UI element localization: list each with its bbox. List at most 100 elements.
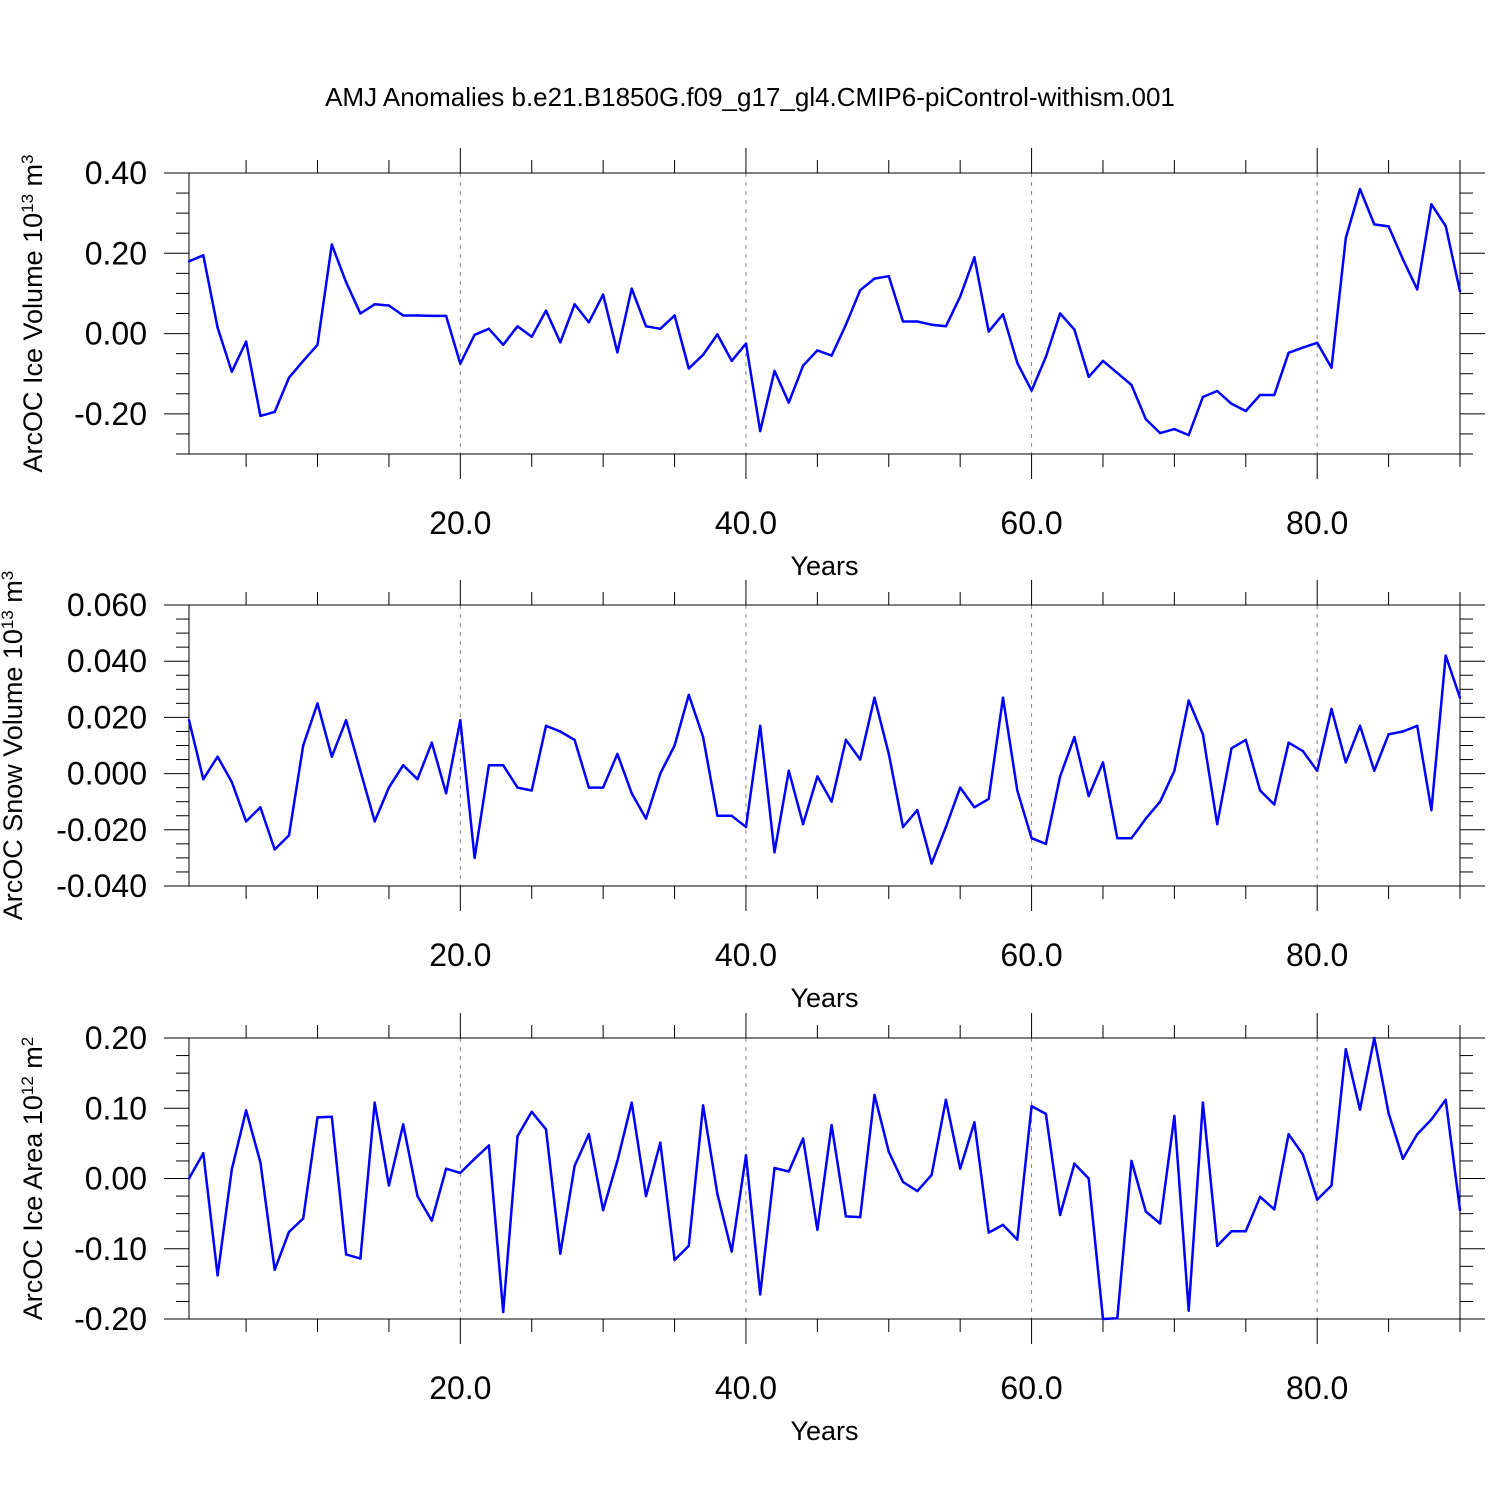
data-point (773, 369, 776, 373)
data-point (616, 752, 619, 756)
data-point (730, 814, 733, 817)
data-point (1287, 741, 1290, 744)
data-point (459, 362, 462, 365)
data-point (244, 340, 248, 343)
data-point (273, 848, 276, 851)
data-point (416, 314, 419, 317)
data-point (1344, 761, 1347, 764)
data-point (287, 834, 291, 837)
data-point (973, 806, 976, 809)
data-point (430, 1219, 433, 1222)
data-point (701, 1104, 705, 1107)
data-point (1315, 1198, 1319, 1201)
data-point (1230, 1229, 1233, 1233)
data-point (473, 333, 476, 336)
data-point (1001, 696, 1005, 699)
x-tick-label: 80.0 (1286, 1370, 1348, 1406)
data-point (544, 309, 548, 312)
x-tick-label: 40.0 (715, 505, 777, 541)
data-point (1073, 1162, 1076, 1165)
chart-panel-1: 20.0 40.0 60.0 80.0 -0.20 0.00 0.20 0.40 Years Ar… (18, 148, 1485, 581)
data-point (516, 786, 519, 789)
data-point (1087, 794, 1090, 798)
data-point (1415, 288, 1419, 291)
data-point (587, 1133, 591, 1136)
data-point (573, 303, 576, 306)
data-point (859, 1215, 862, 1219)
data-point (1016, 361, 1019, 365)
data-point (973, 256, 976, 259)
data-point (202, 254, 205, 257)
data-point (1216, 1244, 1219, 1248)
x-tick-label: 60.0 (1000, 937, 1062, 973)
data-point (1187, 433, 1190, 437)
data-point (1244, 738, 1247, 742)
series-line (187, 654, 1462, 865)
data-point (644, 817, 648, 820)
data-point (544, 1128, 548, 1131)
data-point (1344, 1048, 1347, 1051)
data-point (1216, 822, 1219, 826)
data-point (387, 304, 391, 307)
data-point (601, 1208, 605, 1212)
data-point (1301, 1153, 1305, 1156)
data-point (1044, 842, 1048, 846)
data-point (1373, 223, 1376, 226)
data-point (958, 1167, 962, 1170)
data-point (1201, 395, 1205, 399)
data-point (273, 1268, 276, 1272)
data-point (501, 763, 505, 767)
data-point (530, 789, 533, 792)
data-point (1073, 328, 1076, 331)
data-point (1158, 1222, 1162, 1225)
data-point (1387, 1111, 1390, 1115)
data-point (1116, 1317, 1119, 1320)
data-point (744, 825, 748, 829)
data-point (1230, 402, 1233, 406)
data-point (202, 778, 205, 781)
data-point (216, 1274, 219, 1277)
data-point (616, 351, 619, 354)
data-point (1144, 817, 1148, 820)
data-point (373, 820, 376, 823)
data-point (487, 763, 491, 767)
data-point (1415, 1133, 1419, 1136)
data-point (587, 786, 591, 789)
data-point (916, 808, 919, 812)
data-point (1073, 735, 1076, 739)
data-point (1130, 383, 1133, 387)
x-axis-label: Years (790, 983, 858, 1013)
data-point (330, 1115, 334, 1118)
data-point (1001, 313, 1005, 316)
data-point (559, 341, 562, 344)
data-point (1116, 837, 1119, 840)
data-point (1158, 431, 1162, 435)
data-point (1058, 312, 1062, 315)
x-tick-label: 80.0 (1286, 505, 1348, 541)
y-tick-label: 0.00 (85, 316, 147, 352)
y-tick-label: -0.10 (74, 1231, 147, 1267)
data-point (987, 797, 990, 801)
data-point (244, 1109, 248, 1112)
data-point (416, 1194, 419, 1198)
data-point (1201, 1101, 1205, 1104)
data-point (430, 314, 433, 318)
data-point (844, 323, 848, 326)
data-point (359, 769, 362, 772)
data-point (759, 724, 762, 728)
data-point (873, 277, 876, 280)
data-point (1273, 393, 1276, 397)
data-point (430, 741, 433, 744)
data-point (1001, 1223, 1005, 1227)
data-point (1158, 800, 1162, 803)
data-point (1116, 371, 1119, 375)
data-point (1373, 769, 1376, 772)
data-point (1173, 427, 1176, 431)
data-point (1401, 730, 1405, 733)
data-point (1130, 837, 1133, 840)
data-point (187, 719, 191, 722)
data-point (844, 1215, 848, 1218)
data-point (701, 735, 705, 739)
x-tick-label: 60.0 (1000, 1370, 1062, 1406)
